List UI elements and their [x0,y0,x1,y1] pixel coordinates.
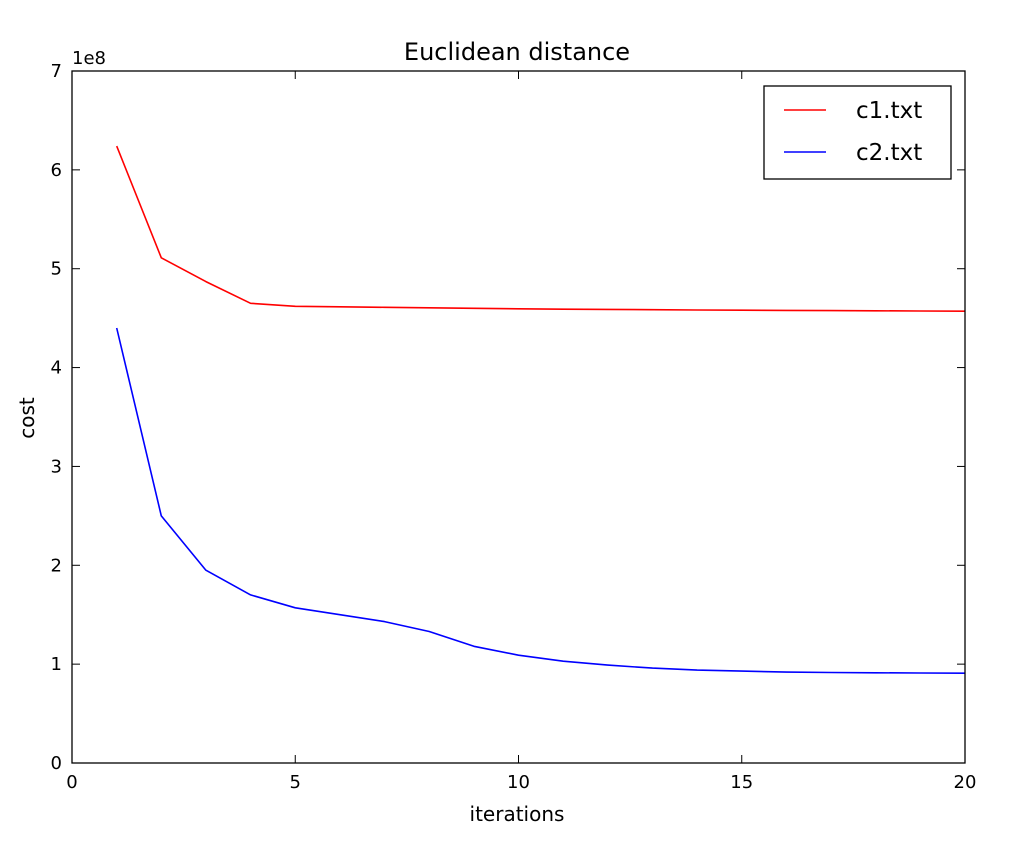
chart-title: Euclidean distance [404,38,630,66]
legend-label: c2.txt [856,140,922,166]
plot-area: 0 5 10 15 20 0 1 2 3 4 5 6 7 [51,61,977,793]
y-tick-label: 0 [51,753,62,774]
y-tick-label: 3 [51,456,62,477]
x-tick-label: 5 [290,772,301,793]
y-offset-label: 1e8 [72,48,106,69]
series-line-c1-txt [115,145,966,313]
x-tick-label: 20 [954,772,977,793]
y-tick-label: 7 [51,61,62,82]
x-tick-label: 15 [730,772,753,793]
y-tick-label: 4 [51,358,62,379]
x-tick-label: 0 [66,772,77,793]
x-tick-label: 10 [507,772,530,793]
x-axis-label: iterations [470,802,565,826]
legend-box [763,85,952,180]
series-line-c2-txt [115,327,966,675]
y-tick-label: 5 [51,259,62,280]
legend: c1.txt c2.txt [763,85,952,180]
legend-label: c1.txt [856,98,922,124]
y-tick-label: 6 [51,160,62,181]
y-tick-label: 1 [51,654,62,675]
y-tick-label: 2 [51,555,62,576]
y-axis-label: cost [15,397,39,439]
